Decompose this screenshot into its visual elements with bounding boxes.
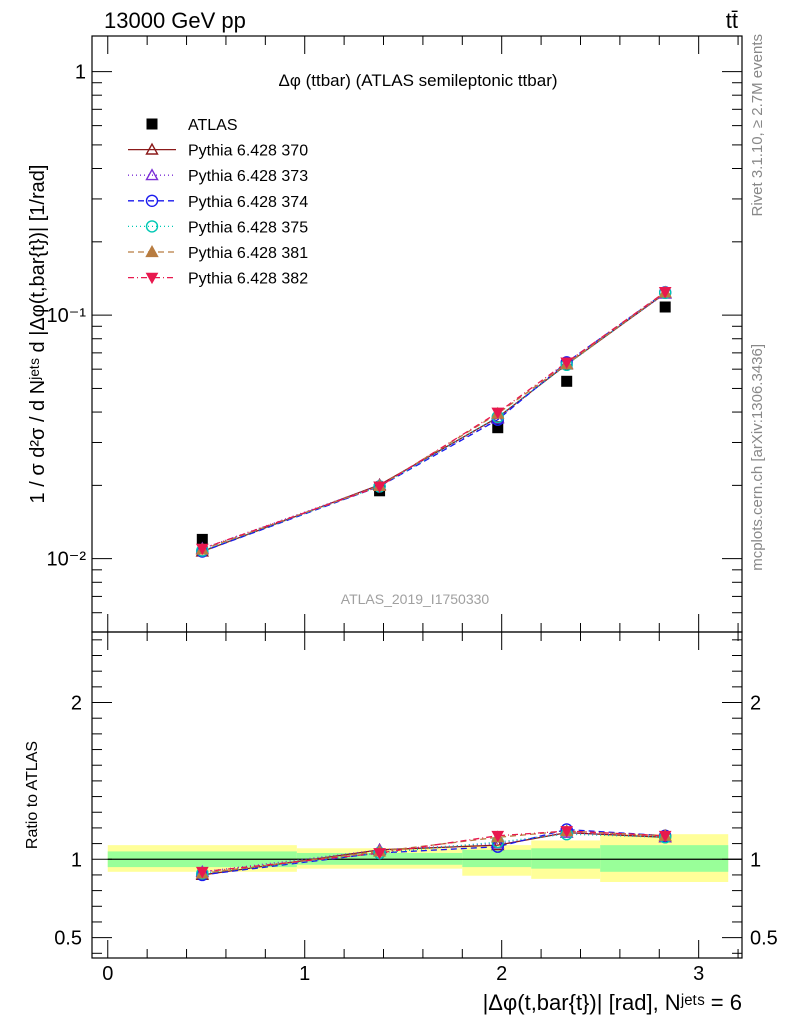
data-point	[561, 375, 573, 387]
series-line	[202, 292, 666, 553]
legend-marker	[145, 220, 159, 233]
series-line	[202, 291, 666, 553]
uncertainty-band-inner	[600, 845, 729, 872]
legend-label: Pythia 6.428 381	[188, 245, 308, 262]
mc-point	[373, 481, 386, 493]
y-tick-label: 10⁻²	[47, 549, 87, 571]
ratio-point	[491, 830, 505, 843]
uncertainty-band-inner	[462, 849, 532, 868]
ratio-frame	[91, 631, 743, 959]
uncertainty-band-inner	[531, 848, 601, 869]
series-line	[202, 292, 666, 552]
ratio-axis-ticks: 0.5 0.5 1 1 2 2 0 1 2 3	[54, 632, 778, 985]
x-tick-label: 2	[496, 963, 507, 985]
mc-point	[195, 543, 209, 556]
mc-point	[560, 357, 574, 369]
ratio-y-tick-label: 2	[750, 693, 761, 715]
main-series-layer	[195, 285, 672, 558]
series-line	[202, 293, 666, 550]
legend-marker	[145, 245, 159, 258]
y-tick-label: 1	[75, 62, 86, 84]
data-point	[659, 301, 671, 313]
ratio-point	[658, 830, 672, 843]
legend-marker	[145, 168, 159, 181]
data-point	[196, 533, 208, 545]
legend-label: ATLAS	[188, 117, 238, 134]
series-line	[202, 291, 666, 551]
analysis-watermark: ATLAS_2019_I1750330	[341, 591, 490, 607]
legend-marker	[145, 142, 159, 155]
ratio-y-tick-label: 0.5	[750, 928, 778, 950]
legend-label: Pythia 6.428 370	[188, 143, 308, 160]
energy-label: 13000 GeV pp	[104, 8, 246, 33]
ratio-series-line	[202, 830, 666, 873]
series-line	[202, 291, 666, 550]
main-axis-ticks: 1 10⁻¹ 10⁻²	[47, 36, 742, 633]
process-label: tt̄	[726, 8, 738, 33]
ratio-point	[195, 866, 209, 879]
legend: ATLAS Pythia 6.428 370 Pythia 6.428 373 Pyt…	[128, 117, 308, 288]
mc-point	[491, 407, 505, 420]
mc-point	[658, 287, 672, 299]
legend-marker	[145, 194, 159, 208]
ratio-point	[491, 838, 505, 851]
x-tick-label: 1	[299, 963, 310, 985]
ratio-series-line	[202, 828, 666, 876]
ratio-series-line	[202, 831, 666, 876]
ratio-series-layer	[195, 823, 672, 882]
ratio-panel: 0.5 0.5 1 1 2 2 0 1 2 3 Ratio to ATLAS |Δφ(t,bar{…	[24, 631, 778, 1015]
data-point	[492, 422, 504, 434]
legend-label: Pythia 6.428 373	[188, 168, 308, 185]
ratio-y-tick-label: 0.5	[54, 928, 82, 950]
legend-label: Pythia 6.428 382	[188, 271, 308, 288]
main-y-axis-label: 1 / σ d²σ / d Nʲᵉᵗˢ d |Δφ(t,bar{t})| [1/…	[27, 165, 49, 504]
source-label: mcplots.cern.ch [arXiv:1306.3436]	[749, 344, 766, 571]
legend-marker	[146, 118, 158, 130]
legend-marker	[145, 272, 159, 285]
legend-label: Pythia 6.428 374	[188, 194, 308, 211]
ratio-y-tick-label: 1	[71, 849, 82, 871]
x-tick-label: 3	[693, 963, 704, 985]
ratio-point	[560, 826, 574, 838]
ratio-y-axis-label: Ratio to ATLAS	[24, 741, 41, 849]
y-tick-label: 10⁻¹	[47, 305, 87, 327]
x-tick-label: 0	[102, 963, 113, 985]
main-panel: 1 10⁻¹ 10⁻² Δφ (ttbar) (ATLAS semileptonic…	[27, 35, 743, 633]
ratio-y-tick-label: 1	[750, 849, 761, 871]
ratio-y-tick-label: 2	[71, 693, 82, 715]
rivet-label: Rivet 3.1.10, ≥ 2.7M events	[749, 34, 766, 217]
legend-label: Pythia 6.428 375	[188, 219, 308, 236]
ratio-series-line	[202, 831, 666, 873]
ratio-point	[373, 848, 386, 860]
chart-title: Δφ (ttbar) (ATLAS semileptonic ttbar)	[278, 71, 557, 90]
x-axis-label: |Δφ(t,bar{t})| [rad], Nʲᵉᵗˢ = 6	[483, 990, 742, 1015]
